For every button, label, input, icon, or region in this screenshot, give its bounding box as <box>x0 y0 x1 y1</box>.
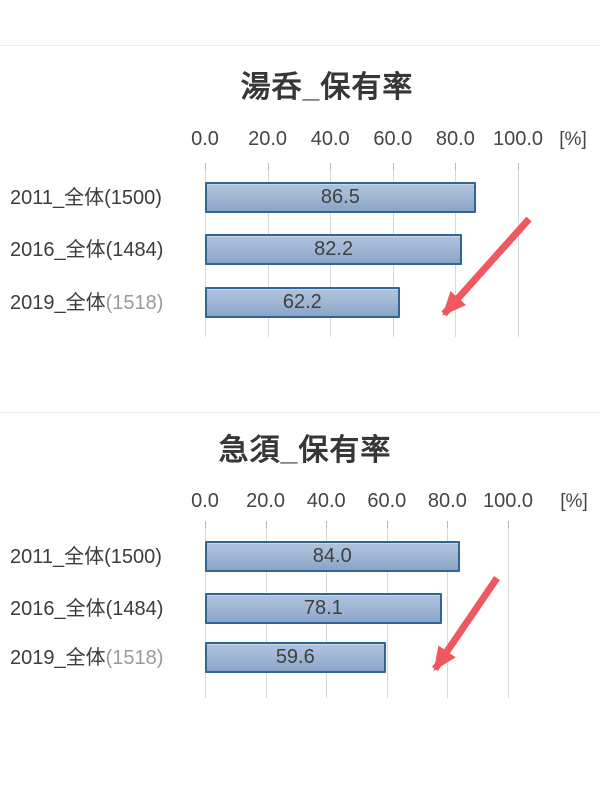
category-label-faded-text: (1518) <box>105 646 164 669</box>
bar-value-label: 84.0 <box>312 545 352 567</box>
bar-value-label: 62.2 <box>282 291 322 313</box>
x-axis-tick-label: 100.0 <box>492 128 544 150</box>
category-label: 2019_全体(1518) <box>10 290 163 316</box>
category-label: 2019_全体(1518) <box>10 645 163 671</box>
x-axis-tick-label: 60.0 <box>373 128 413 150</box>
bar: 86.5 <box>205 182 476 213</box>
category-label: 2016_全体(1484) <box>10 237 163 263</box>
bar-value-label: 82.2 <box>314 238 354 260</box>
axis-tick-mark <box>386 521 388 528</box>
x-axis-unit-label: [%] <box>560 491 588 512</box>
axis-tick-mark <box>447 521 449 528</box>
x-axis-tick-label: 20.0 <box>246 490 286 512</box>
axis-tick-mark <box>205 521 206 528</box>
category-label: 2016_全体(1484) <box>10 596 163 622</box>
x-axis-tick-label: 80.0 <box>427 490 467 512</box>
chart-title: 急須_保有率 <box>218 434 392 467</box>
x-axis-tick-label: 0.0 <box>191 128 219 150</box>
axis-tick-mark <box>392 163 394 170</box>
bar: 62.2 <box>205 287 400 318</box>
axis-tick-mark <box>330 163 332 170</box>
bar-value-label: 86.5 <box>320 186 360 208</box>
x-axis-tick-label: 60.0 <box>367 490 407 512</box>
bar: 59.6 <box>205 642 386 673</box>
bar-value-label: 78.1 <box>303 597 343 619</box>
category-label-text: 2011_全体(1500) <box>10 545 162 568</box>
x-axis-unit-label: [%] <box>559 129 587 150</box>
axis-tick-mark <box>205 163 206 170</box>
category-label: 2011_全体(1500) <box>10 185 162 211</box>
category-label: 2011_全体(1500) <box>10 544 162 570</box>
x-axis-tick-label: 40.0 <box>310 128 350 150</box>
divider-line <box>0 45 600 46</box>
x-axis-tick-label: 40.0 <box>306 490 346 512</box>
category-label-faded-text: (1518) <box>105 291 164 314</box>
axis-tick-mark <box>455 163 457 170</box>
category-label-text: 2016_全体(1484) <box>10 597 164 620</box>
axis-tick-mark <box>326 521 328 528</box>
category-label-text: 2016_全体(1484) <box>10 238 164 261</box>
plot-area: 86.5 82.2 62.2 <box>205 163 519 337</box>
gridline <box>508 528 509 698</box>
category-label-text: 2019_全体 <box>10 291 106 314</box>
axis-tick-mark <box>518 163 519 170</box>
axis-tick-mark <box>508 521 509 528</box>
x-axis-tick-label: 80.0 <box>435 128 475 150</box>
divider-line <box>0 412 600 413</box>
bar: 78.1 <box>205 593 442 624</box>
category-label-text: 2011_全体(1500) <box>10 186 162 209</box>
category-label-text: 2019_全体 <box>10 646 106 669</box>
axis-tick-mark <box>267 163 269 170</box>
bar-value-label: 59.6 <box>275 646 315 668</box>
chart-title: 湯呑_保有率 <box>240 71 414 104</box>
plot-area: 84.0 78.1 59.6 <box>205 521 509 698</box>
x-axis-tick-label: 100.0 <box>482 490 534 512</box>
axis-tick-mark <box>265 521 267 528</box>
bar: 84.0 <box>205 541 460 572</box>
x-axis-tick-label: 20.0 <box>248 128 288 150</box>
x-axis-tick-label: 0.0 <box>191 490 219 512</box>
